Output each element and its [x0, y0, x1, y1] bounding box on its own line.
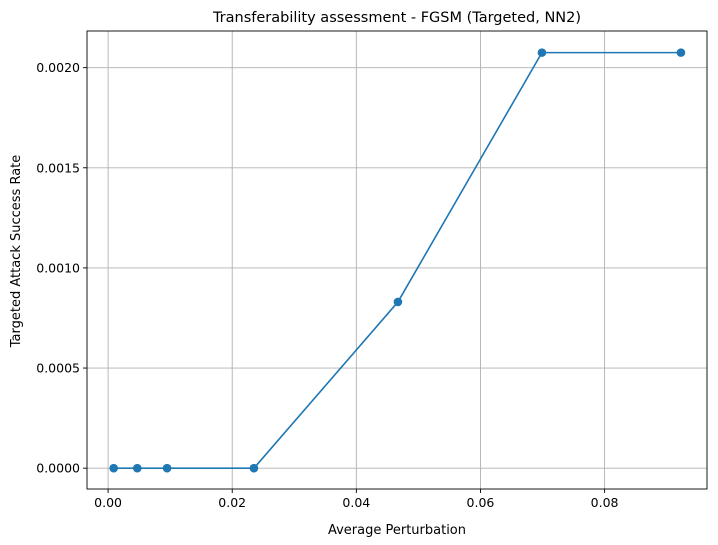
x-tick-label: 0.00	[94, 495, 122, 510]
plot-area: 0.00 0.02 0.04 0.06 0.08 0.0000 0.0005 0.0010 0.…	[36, 30, 708, 510]
plot-frame	[86, 30, 708, 490]
x-tick-label: 0.04	[342, 495, 370, 510]
y-axis-label: Targeted Attack Success Rate	[9, 155, 24, 349]
y-tick-label: 0.0005	[36, 361, 80, 376]
data-point	[249, 463, 259, 473]
y-tick-label: 0.0015	[36, 160, 80, 175]
data-point	[537, 48, 547, 57]
chart-title: Transferability assessment - FGSM (Targe…	[212, 10, 581, 26]
data-point	[109, 463, 118, 473]
data-point	[676, 48, 686, 57]
data-point	[162, 463, 172, 473]
y-tick-label: 0.0000	[36, 461, 80, 476]
data-point	[132, 463, 142, 473]
x-axis-label: Average Perturbation	[328, 523, 466, 538]
data-point	[393, 297, 403, 307]
y-tick-label: 0.0010	[36, 260, 80, 275]
x-tick-label: 0.02	[218, 495, 246, 510]
x-tick-label: 0.08	[591, 495, 619, 510]
x-tick-label: 0.06	[467, 495, 495, 510]
y-tick-label: 0.0020	[36, 60, 80, 75]
